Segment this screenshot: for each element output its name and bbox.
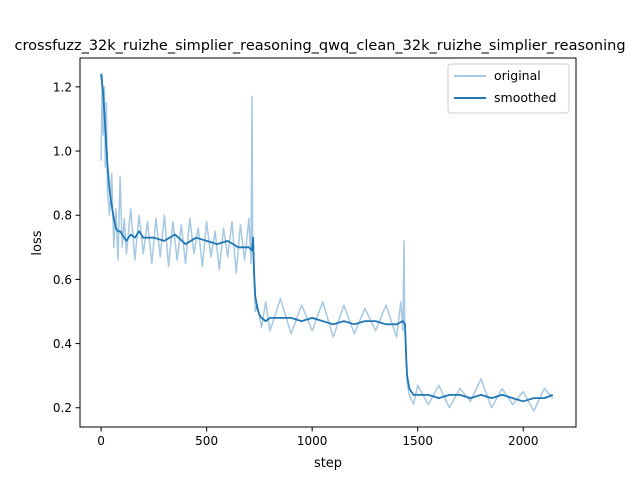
x-axis: 0 500 1000 1500 2000 <box>97 427 539 448</box>
chart-title: crossfuzz_32k_ruizhe_simplier_reasoning_… <box>14 38 625 54</box>
y-tick-label: 1.0 <box>53 145 72 159</box>
series-layer <box>100 73 554 412</box>
x-tick-label: 1500 <box>402 434 433 448</box>
y-tick-label: 0.4 <box>53 337 72 351</box>
y-axis: 0.2 0.4 0.6 0.8 1.0 1.2 <box>53 80 80 415</box>
y-tick-label: 0.6 <box>53 273 72 287</box>
x-axis-label: step <box>314 456 342 471</box>
x-tick-label: 0 <box>97 434 105 448</box>
series-line-smoothed <box>100 73 554 403</box>
legend-label-smoothed: smoothed <box>494 90 556 105</box>
x-tick-label: 2000 <box>508 434 539 448</box>
series-line-original <box>100 73 554 412</box>
y-tick-label: 0.8 <box>53 209 72 223</box>
x-tick-label: 1000 <box>297 434 328 448</box>
legend-label-original: original <box>494 68 541 83</box>
legend: original smoothed <box>447 63 570 114</box>
plot-frame <box>79 57 577 428</box>
y-tick-label: 0.2 <box>53 401 72 415</box>
y-tick-label: 1.2 <box>53 80 72 94</box>
x-tick-label: 500 <box>195 434 218 448</box>
y-axis-label: loss <box>30 230 45 255</box>
